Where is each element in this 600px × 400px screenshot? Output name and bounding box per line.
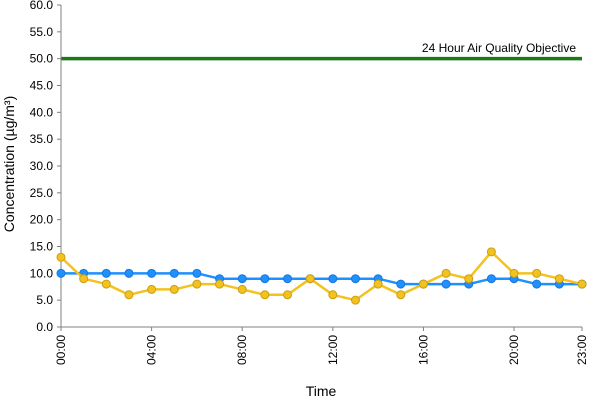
data-point	[124, 268, 134, 278]
data-point	[215, 279, 225, 289]
series-layer	[56, 247, 587, 305]
labels-layer: 0.0 5.0 10.0 15.0 20.0 25.0 30.0 35.0 40.0 45.0 50…	[30, 0, 589, 365]
x-tick-label: 23:00	[575, 335, 589, 365]
data-point	[396, 290, 406, 300]
x-tick-label: 16:00	[416, 335, 430, 365]
y-tick-label: 50.0	[30, 52, 54, 66]
data-point	[237, 274, 247, 284]
data-point	[101, 268, 111, 278]
y-tick-label: 35.0	[30, 132, 54, 146]
y-tick-label: 55.0	[30, 25, 54, 39]
data-point	[305, 274, 315, 284]
x-tick-label: 00:00	[54, 335, 68, 365]
data-point	[101, 279, 111, 289]
y-tick-label: 30.0	[30, 159, 54, 173]
data-point	[554, 274, 564, 284]
data-point	[124, 290, 134, 300]
data-point	[486, 274, 496, 284]
data-point	[283, 274, 293, 284]
data-point	[147, 284, 157, 294]
data-point	[328, 290, 338, 300]
x-tick-label: 08:00	[235, 335, 249, 365]
data-point	[79, 274, 89, 284]
series-1	[56, 247, 587, 305]
data-point	[441, 279, 451, 289]
data-point	[532, 279, 542, 289]
series-line	[60, 250, 583, 302]
data-point	[418, 279, 428, 289]
y-tick-label: 20.0	[30, 213, 54, 227]
reference-line-label: 24 Hour Air Quality Objective	[422, 41, 576, 55]
data-point	[532, 268, 542, 278]
x-axis-title: Time	[306, 383, 337, 399]
y-axis-title: Concentration (µg/m³)	[1, 96, 17, 232]
data-point	[328, 274, 338, 284]
data-point	[577, 279, 587, 289]
y-tick-label: 60.0	[30, 0, 54, 12]
data-point	[169, 268, 179, 278]
data-point	[192, 268, 202, 278]
data-point	[283, 290, 293, 300]
y-tick-label: 15.0	[30, 240, 54, 254]
y-tick-label: 5.0	[36, 293, 53, 307]
data-point	[396, 279, 406, 289]
y-tick-label: 0.0	[36, 320, 53, 334]
y-tick-label: 45.0	[30, 79, 54, 93]
data-point	[350, 295, 360, 305]
data-point	[350, 274, 360, 284]
x-tick-label: 04:00	[145, 335, 159, 365]
data-point	[237, 284, 247, 294]
data-point	[509, 268, 519, 278]
data-point	[260, 290, 270, 300]
y-tick-label: 25.0	[30, 186, 54, 200]
data-point	[147, 268, 157, 278]
x-tick-label: 20:00	[507, 335, 521, 365]
y-tick-label: 40.0	[30, 105, 54, 119]
x-tick-label: 12:00	[326, 335, 340, 365]
data-point	[260, 274, 270, 284]
data-point	[464, 274, 474, 284]
data-point	[56, 252, 66, 262]
data-point	[192, 279, 202, 289]
y-tick-label: 10.0	[30, 266, 54, 280]
data-point	[486, 247, 496, 257]
data-point	[56, 268, 66, 278]
data-point	[373, 279, 383, 289]
data-point	[169, 284, 179, 294]
series-line	[61, 272, 582, 286]
data-point	[441, 268, 451, 278]
